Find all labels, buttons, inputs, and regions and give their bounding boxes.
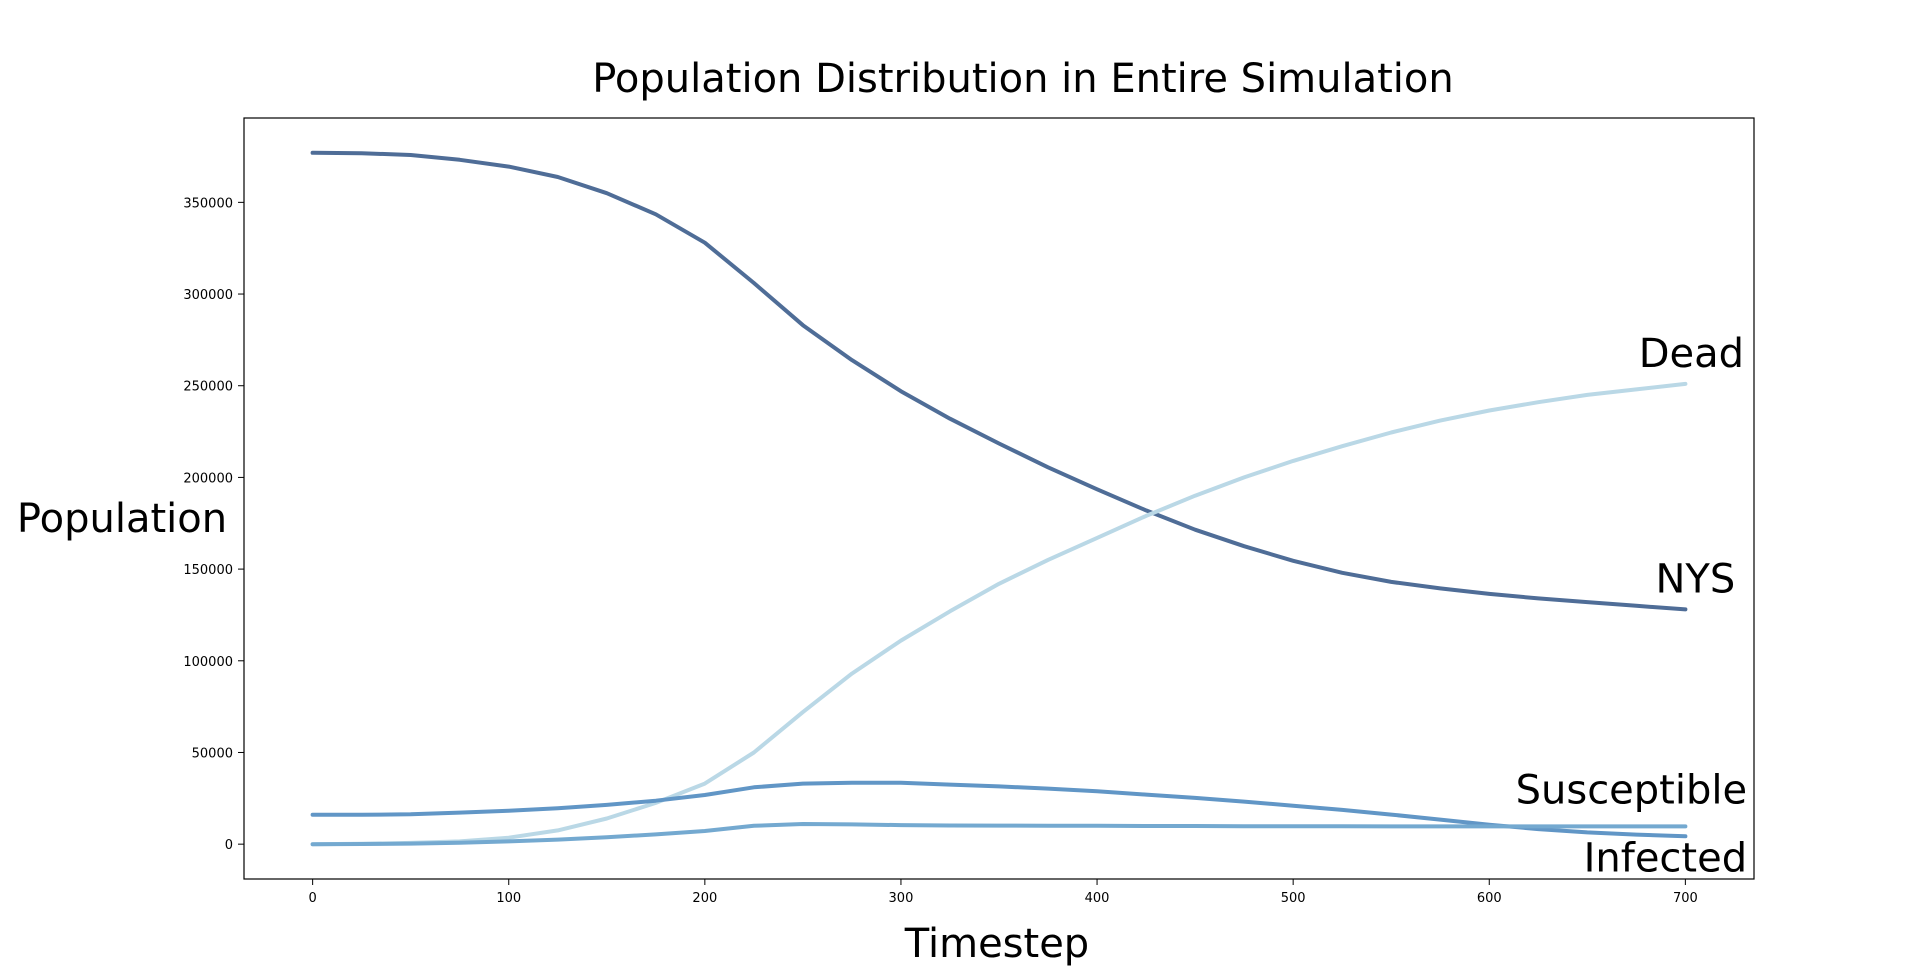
x-tick-label: 300	[889, 891, 914, 906]
x-tick-label: 100	[496, 891, 521, 906]
series-label-susceptible: Susceptible	[1516, 767, 1747, 813]
x-tick-label: 600	[1477, 891, 1502, 906]
y-axis: 0 50000 100000 150000 200000 250000 300000 3500…	[183, 196, 244, 853]
series-line-susceptible	[310, 780, 1688, 839]
y-tick-label: 250000	[183, 380, 233, 395]
series-line-nys	[310, 150, 1688, 612]
y-tick-label: 150000	[183, 563, 233, 578]
x-tick-label: 700	[1673, 891, 1698, 906]
y-tick-label: 350000	[183, 196, 233, 211]
chart-title: Population Distribution in Entire Simula…	[592, 56, 1454, 102]
y-tick-label: 0	[225, 838, 233, 853]
plot-area-frame	[243, 117, 1755, 880]
series-label-infected: Infected	[1584, 835, 1748, 881]
series-line-infected	[310, 822, 1688, 847]
series-label-dead: Dead	[1639, 331, 1744, 377]
y-tick-label: 100000	[183, 655, 233, 670]
series-labels: NYS Dead Susceptible Infected	[1516, 331, 1748, 881]
y-tick-label: 200000	[183, 471, 233, 486]
y-tick-label: 300000	[183, 288, 233, 303]
x-tick-label: 200	[692, 891, 717, 906]
y-axis-label: Population	[17, 496, 227, 542]
series-line-dead	[310, 381, 1688, 847]
x-tick-label: 500	[1281, 891, 1306, 906]
x-axis: 0 100 200 300 400 500 600 700	[308, 879, 1698, 906]
series-label-nys: NYS	[1655, 556, 1735, 602]
x-axis-label: Timestep	[904, 921, 1089, 967]
series-lines	[310, 150, 1688, 847]
y-tick-label: 50000	[192, 746, 233, 761]
x-tick-label: 400	[1085, 891, 1110, 906]
x-tick-label: 0	[308, 891, 316, 906]
